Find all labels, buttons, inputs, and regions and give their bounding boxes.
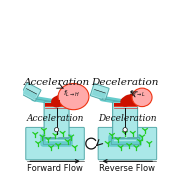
Circle shape	[54, 128, 59, 132]
Bar	[122, 100, 128, 104]
Text: $f_{L \to H}$: $f_{L \to H}$	[63, 88, 79, 99]
Circle shape	[123, 128, 127, 132]
Text: Acceleration: Acceleration	[26, 114, 84, 123]
FancyBboxPatch shape	[113, 102, 138, 138]
FancyBboxPatch shape	[90, 84, 109, 100]
FancyBboxPatch shape	[26, 127, 84, 160]
Text: Acceleration: Acceleration	[23, 78, 90, 87]
Text: Forward Flow: Forward Flow	[27, 164, 83, 173]
FancyBboxPatch shape	[98, 127, 157, 160]
Bar	[23, 88, 37, 99]
Bar	[92, 89, 106, 99]
Bar	[45, 103, 68, 107]
Text: $f_{H \to L}$: $f_{H \to L}$	[129, 88, 146, 99]
Text: Deceleration: Deceleration	[91, 78, 159, 87]
Bar	[114, 103, 137, 107]
Ellipse shape	[132, 88, 152, 107]
Ellipse shape	[58, 84, 89, 110]
Text: Reverse Flow: Reverse Flow	[100, 164, 155, 173]
Bar	[54, 100, 60, 104]
FancyBboxPatch shape	[21, 83, 41, 101]
Text: Deceleration: Deceleration	[98, 114, 157, 123]
FancyBboxPatch shape	[44, 102, 69, 138]
